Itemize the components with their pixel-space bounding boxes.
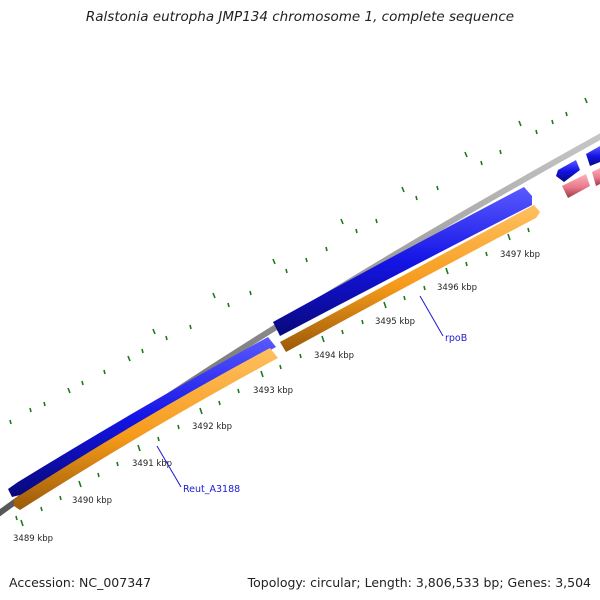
gene-label-leader [156,445,182,488]
other-feature-1[interactable] [562,174,590,198]
gene-label-leader [419,295,444,337]
scale-label: 3491 kbp [132,459,172,469]
forward-cds-1[interactable] [8,337,276,497]
scale-label: 3494 kbp [314,351,354,361]
scale-label: 3496 kbp [437,283,477,293]
scale-label: 3492 kbp [192,422,232,432]
scale-label: 3489 kbp [13,534,53,544]
scale-label: 3493 kbp [253,386,293,396]
forward-cds-2[interactable] [556,160,580,182]
reverse-cds-1[interactable] [14,348,278,510]
gene-label-reut-a3188[interactable]: Reut_A3188 [183,484,240,495]
gene-label-rpob[interactable]: rpoB [445,333,467,344]
scale-labels: 3489 kbp 3490 kbp 3491 kbp 3492 kbp 3493… [13,250,540,544]
topology-summary: Topology: circular; Length: 3,806,533 bp… [247,575,591,590]
reverse-cds-2[interactable] [280,205,540,352]
forward-cds-rpoB[interactable] [273,187,532,336]
scale-label: 3495 kbp [375,317,415,327]
inner-tick-row [15,227,530,527]
accession-text: Accession: NC_007347 [9,575,152,590]
outer-tick-row [9,97,588,425]
scale-label: 3490 kbp [72,496,112,506]
forward-cds-3[interactable] [586,146,600,166]
other-feature-2[interactable] [592,168,600,186]
map-title: Ralstonia eutropha JMP134 chromosome 1, … [85,9,515,25]
scale-label: 3497 kbp [500,250,540,260]
